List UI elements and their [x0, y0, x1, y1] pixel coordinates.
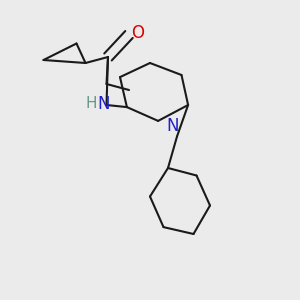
- Text: O: O: [131, 24, 145, 42]
- Text: H: H: [85, 96, 97, 111]
- Text: N: N: [167, 118, 179, 136]
- Text: N: N: [97, 95, 110, 113]
